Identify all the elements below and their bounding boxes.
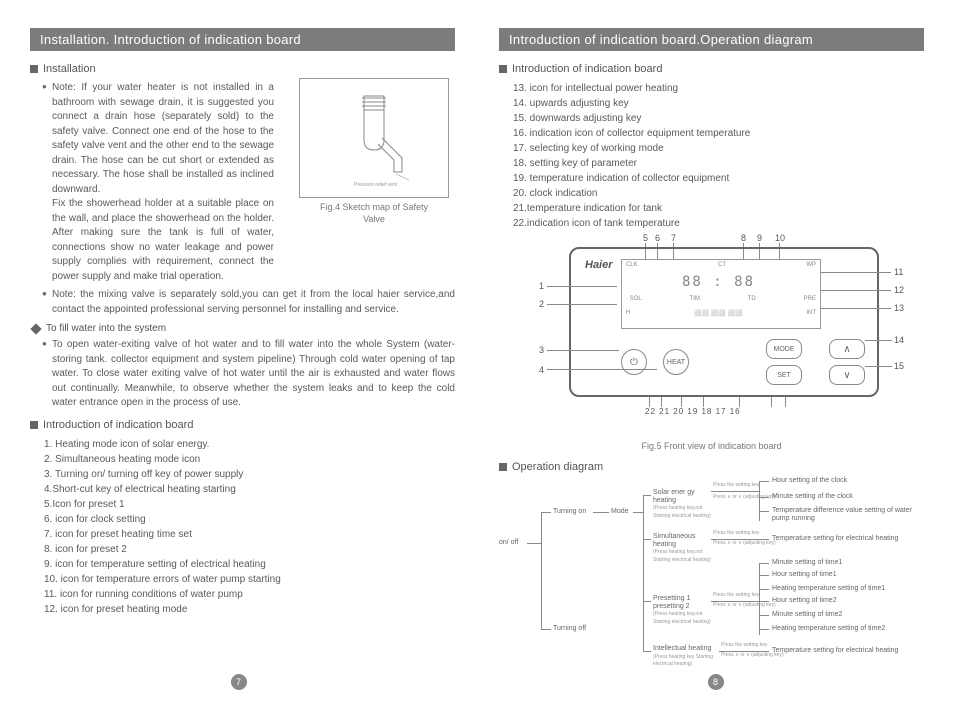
valve-caption-svg: Pressure relief vent xyxy=(354,182,398,188)
op-turning-off: Turning off xyxy=(553,625,586,633)
callout-12: 12 xyxy=(894,285,904,295)
op-hour-clock: Hour setting of the clock xyxy=(772,477,847,485)
panel-display: CLKCTWP 88 : 88 · SOLTIMTDPRE H⬜⬜ ⬜⬜ ⬜⬜I… xyxy=(621,259,821,329)
op-turning-on: Turning on xyxy=(553,508,586,516)
callout-14: 14 xyxy=(894,335,904,345)
callout-10: 10 xyxy=(775,233,785,243)
op-mode: Mode xyxy=(611,508,629,516)
right-item-21: 21.temperature indication for tank xyxy=(513,201,924,216)
left-item-2: 2. Simultaneous heating mode icon xyxy=(44,452,455,467)
left-item-4: 4.Short-cut key of electrical heating st… xyxy=(44,482,455,497)
set-button[interactable]: SET xyxy=(766,365,802,385)
operation-diagram: on/ off Turning on Turning off Mode Sola… xyxy=(499,481,919,671)
left-title-bar: Installation. Introduction of indication… xyxy=(30,28,455,51)
heading-op-diagram: Operation diagram xyxy=(499,461,924,473)
page-num-left: 7 xyxy=(231,674,247,690)
panel-area: 5 6 7 8 9 10 Haier CLKCTWP 88 : 88 · SOL… xyxy=(499,237,919,437)
callout-5: 5 xyxy=(643,233,648,243)
right-title-bar: Introduction of indication board.Operati… xyxy=(499,28,924,51)
fig4-box: Pressure relief vent xyxy=(299,78,449,198)
left-item-10: 10. icon for temperature errors of water… xyxy=(44,572,455,587)
note2: Note: the mixing valve is separately sol… xyxy=(42,288,455,317)
op-sim: Simultaneous heating(Press heating key,n… xyxy=(653,533,713,564)
callout-9: 9 xyxy=(757,233,762,243)
left-item-1: 1. Heating mode icon of solar energy. xyxy=(44,437,455,452)
op-press-set-3: Press the setting key xyxy=(713,593,759,599)
clock-display: 88 : 88 xyxy=(682,274,755,290)
left-item-12: 12. icon for preset heating mode xyxy=(44,602,455,617)
brand-label: Haier xyxy=(585,259,613,271)
callout-2: 2 xyxy=(539,299,544,309)
left-item-11: 11. icon for running conditions of water… xyxy=(44,587,455,602)
left-item-7: 7. icon for preset heating time set xyxy=(44,527,455,542)
callout-7: 7 xyxy=(671,233,676,243)
op-min-clock: Minute setting of the clock xyxy=(772,493,853,501)
op-press-set-4: Press the setting key xyxy=(721,643,767,649)
op-press-set-2: Press the setting key xyxy=(713,531,759,537)
right-item-19: 19. temperature indication of collector … xyxy=(513,171,924,186)
left-title: Installation. Introduction of indication… xyxy=(40,32,301,47)
op-onoff: on/ off xyxy=(499,539,518,547)
mode-button[interactable]: MODE xyxy=(766,339,802,359)
callout-11: 11 xyxy=(894,267,903,277)
op-press-set-1: Press the setting key xyxy=(713,483,759,489)
left-item-5: 5.Icon for preset 1 xyxy=(44,497,455,512)
callout-13: 13 xyxy=(894,303,904,313)
fig4-caption: Fig.4 Sketch map of Safety Valve xyxy=(311,202,437,225)
op-solar: Solar ener gy heating(Press heating key,… xyxy=(653,489,713,520)
op-temp-elec2: Temperature setting for electrical heati… xyxy=(772,647,922,655)
power-button[interactable]: ⏻ xyxy=(621,349,647,375)
safety-valve-drawing: Pressure relief vent xyxy=(324,88,424,188)
op-min-t2: Minute setting of time2 xyxy=(772,611,842,619)
op-min-t1: Minute setting of time1 xyxy=(772,559,842,567)
heading-intro-right: Introduction of indication board xyxy=(499,63,924,75)
op-heat-t1: Heating temperature setting of time1 xyxy=(772,585,885,593)
op-hour-t2: Hour setting of time2 xyxy=(772,597,837,605)
left-item-8: 8. icon for preset 2 xyxy=(44,542,455,557)
heading-intro-left: Introduction of indication board xyxy=(30,419,455,431)
page-num-right: 8 xyxy=(708,674,724,690)
op-preset: Presetting 1 presetting 2(Press heating … xyxy=(653,595,713,626)
right-item-22: 22.indication icon of tank temperature xyxy=(513,216,924,231)
left-item-3: 3. Turning on/ turning off key of power … xyxy=(44,467,455,482)
fig5-caption: Fig.5 Front view of indication board xyxy=(499,441,924,451)
page-right: Introduction of indication board.Operati… xyxy=(477,0,954,704)
right-item-20: 20. clock indication xyxy=(513,186,924,201)
callout-6: 6 xyxy=(655,233,660,243)
up-button[interactable]: ∧ xyxy=(829,339,865,359)
right-item-13: 13. icon for intellectual power heating xyxy=(513,81,924,96)
left-item-6: 6. icon for clock setting xyxy=(44,512,455,527)
right-item-18: 18. setting key of parameter xyxy=(513,156,924,171)
op-intel: Intellectual heating(Press heating key S… xyxy=(653,645,721,668)
callouts-bottom: 22 21 20 19 18 17 16 xyxy=(645,407,741,416)
heading-fill-water: To fill water into the system xyxy=(30,323,455,334)
right-item-15: 15. downwards adjusting key xyxy=(513,111,924,126)
fill-text: To open water-exiting valve of hot water… xyxy=(42,338,455,411)
right-item-17: 17. selecting key of working mode xyxy=(513,141,924,156)
note1: Note: If your water heater is not instal… xyxy=(42,81,274,284)
right-item-16: 16. indication icon of collector equipme… xyxy=(513,126,924,141)
op-hour-t1: Hour setting of time1 xyxy=(772,571,837,579)
op-heat-t2: Heating temperature setting of time2 xyxy=(772,625,885,633)
left-item-9: 9. icon for temperature setting of elect… xyxy=(44,557,455,572)
callout-4: 4 xyxy=(539,365,544,375)
heat-button[interactable]: HEAT xyxy=(663,349,689,375)
callout-15: 15 xyxy=(894,361,904,371)
page-left: Installation. Introduction of indication… xyxy=(0,0,477,704)
right-item-14: 14. upwards adjusting key xyxy=(513,96,924,111)
down-button[interactable]: ∨ xyxy=(829,365,865,385)
callout-1: 1 xyxy=(539,281,544,291)
callout-8: 8 xyxy=(741,233,746,243)
right-title: Introduction of indication board.Operati… xyxy=(509,32,813,47)
callout-3: 3 xyxy=(539,345,544,355)
indication-panel: Haier CLKCTWP 88 : 88 · SOLTIMTDPRE H⬜⬜ … xyxy=(569,247,879,397)
heading-installation: Installation xyxy=(30,63,455,75)
op-temp-elec: Temperature setting for electrical heati… xyxy=(772,535,922,543)
op-press-adj-3: Press ∧ or ∨ (adjusting key) xyxy=(713,603,776,609)
op-press-adj-2: Press ∧ or ∨ (adjusting key) xyxy=(713,541,776,547)
op-temp-diff: Temperature difference value setting of … xyxy=(772,507,922,522)
